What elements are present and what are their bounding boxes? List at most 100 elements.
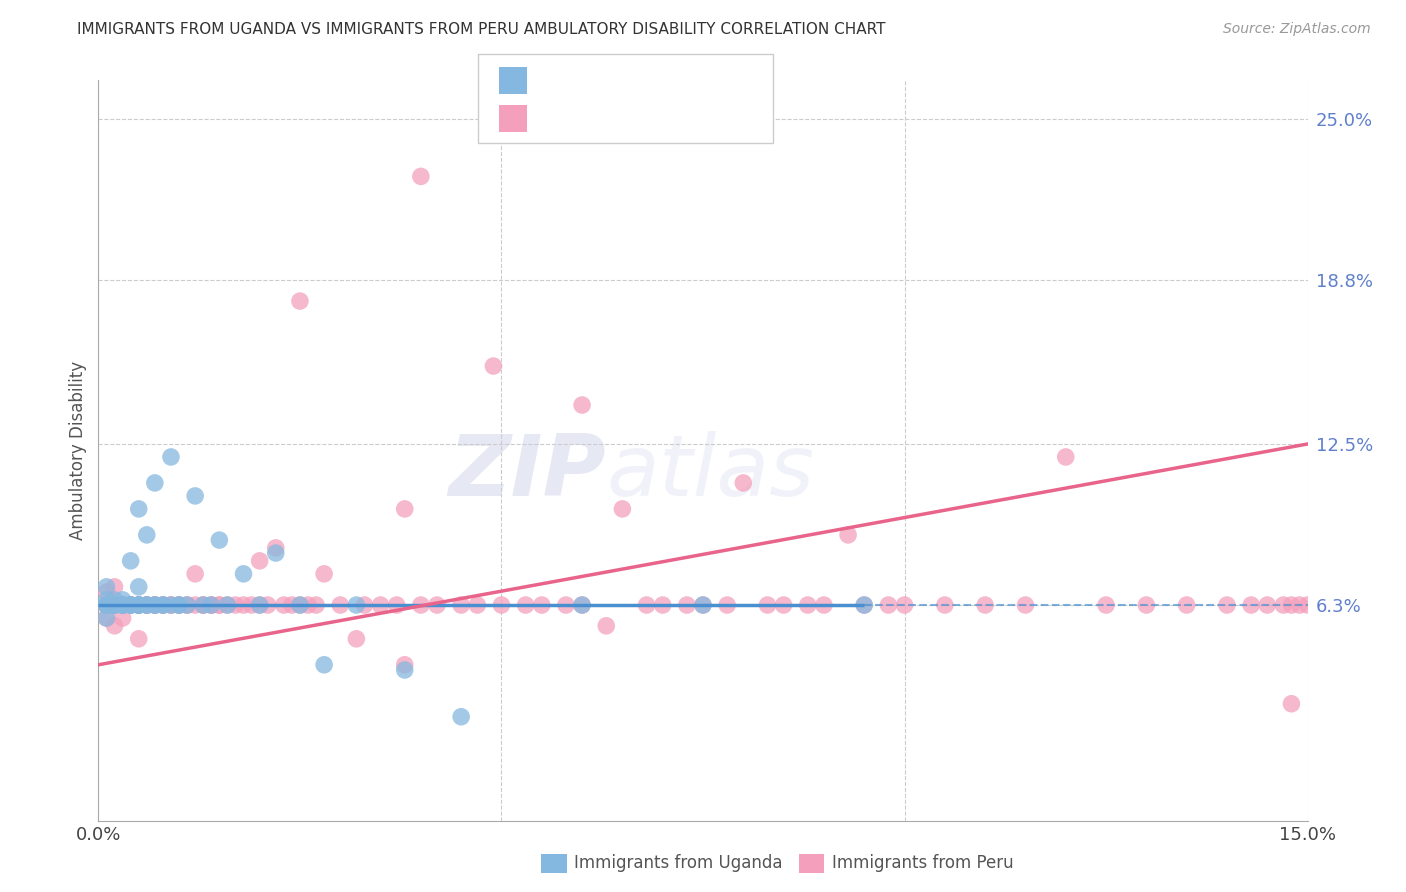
Point <box>111 598 134 612</box>
Point <box>232 566 254 581</box>
Point <box>813 598 835 612</box>
Point <box>288 294 311 309</box>
Point <box>160 598 183 612</box>
Point <box>612 502 634 516</box>
Point <box>143 598 166 612</box>
Point <box>232 598 254 612</box>
Y-axis label: Ambulatory Disability: Ambulatory Disability <box>69 361 87 540</box>
Point <box>1014 598 1036 612</box>
Text: ZIP: ZIP <box>449 431 606 514</box>
Point <box>273 598 295 612</box>
Point <box>120 554 142 568</box>
Point <box>217 598 239 612</box>
Point <box>1272 598 1295 612</box>
Point <box>288 598 311 612</box>
Point <box>111 592 134 607</box>
Point <box>837 528 859 542</box>
Text: R =: R = <box>536 71 574 89</box>
Point <box>974 598 997 612</box>
Point <box>103 598 125 612</box>
Point <box>193 598 215 612</box>
Point <box>184 566 207 581</box>
Point <box>128 598 150 612</box>
Point <box>264 546 287 560</box>
Point <box>111 611 134 625</box>
Text: 0.395: 0.395 <box>578 109 633 128</box>
Point <box>530 598 553 612</box>
Point <box>329 598 352 612</box>
Point <box>314 566 336 581</box>
Text: N =: N = <box>637 109 676 128</box>
Point <box>152 598 174 612</box>
Point <box>200 598 222 612</box>
Point <box>120 598 142 612</box>
Point <box>465 598 488 612</box>
Point <box>128 598 150 612</box>
Point <box>135 528 157 542</box>
Point <box>249 598 271 612</box>
Point <box>200 598 222 612</box>
Point <box>772 598 794 612</box>
Point <box>281 598 304 612</box>
Point <box>515 598 537 612</box>
Point <box>176 598 198 612</box>
Point <box>103 598 125 612</box>
Point <box>184 489 207 503</box>
Point <box>370 598 392 612</box>
Point <box>224 598 246 612</box>
Text: 53: 53 <box>676 71 700 89</box>
Point <box>167 598 190 612</box>
Point <box>208 598 231 612</box>
Point <box>651 598 673 612</box>
Point <box>208 598 231 612</box>
Point <box>103 598 125 612</box>
Point <box>96 598 118 612</box>
Point <box>394 502 416 516</box>
Point <box>217 598 239 612</box>
Point <box>193 598 215 612</box>
Point <box>120 598 142 612</box>
Point <box>135 598 157 612</box>
Point <box>120 598 142 612</box>
Point <box>853 598 876 612</box>
Point <box>96 585 118 599</box>
Point <box>193 598 215 612</box>
Text: Immigrants from Uganda: Immigrants from Uganda <box>574 855 782 872</box>
Point <box>111 598 134 612</box>
Point <box>482 359 505 373</box>
Point <box>167 598 190 612</box>
Point <box>249 598 271 612</box>
Point <box>1095 598 1118 612</box>
Point <box>111 598 134 612</box>
Point <box>1256 598 1278 612</box>
Point <box>716 598 738 612</box>
Point <box>353 598 375 612</box>
Point <box>160 450 183 464</box>
Text: 0.004: 0.004 <box>578 71 633 89</box>
Point <box>120 598 142 612</box>
Point <box>103 592 125 607</box>
Point <box>636 598 658 612</box>
Point <box>143 598 166 612</box>
Point <box>344 598 367 612</box>
Text: atlas: atlas <box>606 431 814 514</box>
Point <box>692 598 714 612</box>
Point <box>385 598 408 612</box>
Point <box>128 598 150 612</box>
Point <box>249 554 271 568</box>
Point <box>176 598 198 612</box>
Point <box>135 598 157 612</box>
Point <box>96 598 118 612</box>
Point <box>305 598 328 612</box>
Point <box>135 598 157 612</box>
Point <box>409 169 432 184</box>
Point <box>128 580 150 594</box>
Point <box>111 598 134 612</box>
Point <box>111 598 134 612</box>
Point <box>288 598 311 612</box>
Point <box>143 598 166 612</box>
Point <box>240 598 263 612</box>
Point <box>264 541 287 555</box>
Text: Immigrants from Peru: Immigrants from Peru <box>832 855 1014 872</box>
Point <box>491 598 513 612</box>
